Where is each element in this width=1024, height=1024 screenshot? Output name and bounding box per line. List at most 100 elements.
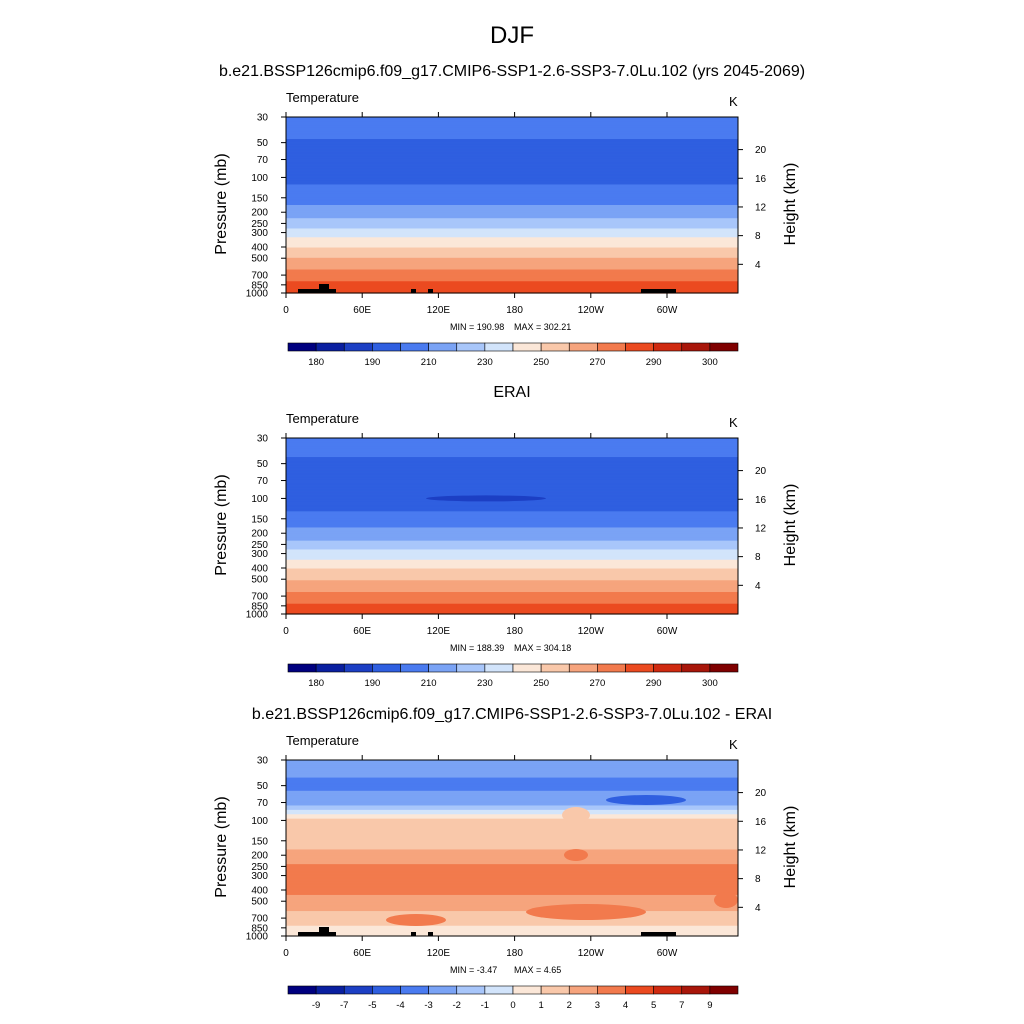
contour-band bbox=[286, 137, 738, 140]
contour-band bbox=[286, 458, 738, 461]
contour-band bbox=[286, 784, 738, 787]
variable-label: Temperature bbox=[286, 411, 359, 426]
contour-band bbox=[286, 480, 738, 483]
contour-band bbox=[286, 827, 738, 830]
colorbar-swatch bbox=[512, 985, 542, 995]
y-tick-label: 70 bbox=[257, 798, 269, 809]
contour-band bbox=[286, 461, 738, 464]
contour-band bbox=[286, 848, 738, 851]
contour-band bbox=[286, 254, 738, 257]
contour-band bbox=[286, 153, 738, 156]
colorbar-swatch bbox=[287, 985, 317, 995]
contour-band bbox=[286, 229, 738, 232]
contour-band bbox=[286, 799, 738, 802]
contour-band bbox=[286, 162, 738, 165]
contour-band bbox=[286, 171, 738, 174]
contour-band bbox=[286, 231, 738, 234]
x-tick-label: 120W bbox=[578, 305, 605, 316]
contour-band bbox=[286, 597, 738, 600]
colorbar-swatch bbox=[625, 663, 654, 673]
contour-band bbox=[286, 767, 738, 770]
contour-band bbox=[286, 884, 738, 887]
contour-band bbox=[286, 928, 738, 931]
plot-frame bbox=[285, 437, 739, 615]
contour-band bbox=[286, 119, 738, 122]
contour-band bbox=[286, 918, 738, 921]
contour-band bbox=[286, 580, 738, 583]
contour-band bbox=[286, 439, 738, 442]
contour-band bbox=[286, 531, 738, 534]
contour-band bbox=[286, 290, 738, 293]
y-tick-label: 30 bbox=[257, 756, 269, 767]
contour-band bbox=[286, 572, 738, 575]
contour-band bbox=[286, 761, 738, 764]
height-tick-label: 12 bbox=[755, 202, 767, 213]
contour-band bbox=[286, 272, 738, 275]
contour-band bbox=[286, 149, 738, 152]
contour-band bbox=[286, 883, 738, 886]
colorbar-swatch bbox=[315, 342, 345, 352]
colorbar-swatch bbox=[709, 342, 739, 352]
contour-band bbox=[286, 259, 738, 262]
contour-band bbox=[286, 284, 738, 287]
contour-band bbox=[286, 197, 738, 200]
contour-band bbox=[286, 465, 738, 468]
y-tick-label: 100 bbox=[251, 494, 268, 505]
contour-band bbox=[286, 253, 738, 256]
contour-band bbox=[286, 152, 738, 155]
contour-band bbox=[286, 521, 738, 524]
topography bbox=[641, 289, 676, 293]
contour-band bbox=[286, 562, 738, 565]
contour-band bbox=[286, 218, 738, 221]
contour-band bbox=[286, 136, 738, 139]
contour-band bbox=[286, 587, 738, 590]
y-tick-label: 700 bbox=[251, 914, 268, 925]
height-tick-label: 4 bbox=[755, 903, 761, 914]
contour-band bbox=[286, 776, 738, 779]
colorbar-label: 5 bbox=[651, 1000, 656, 1011]
contour-band bbox=[286, 506, 738, 509]
contour-band bbox=[286, 457, 738, 460]
colorbar-swatch bbox=[428, 342, 458, 352]
contour-band bbox=[286, 508, 738, 511]
height-tick-label: 16 bbox=[755, 174, 767, 185]
contour-band bbox=[286, 262, 738, 265]
contour-band bbox=[286, 537, 738, 540]
contour-band bbox=[286, 235, 738, 238]
x-tick-label: 0 bbox=[283, 305, 289, 316]
contour-band bbox=[286, 493, 738, 496]
contour-band bbox=[286, 804, 738, 807]
colorbar-swatch bbox=[343, 342, 373, 352]
contour-band bbox=[286, 777, 738, 780]
contour-band bbox=[286, 602, 738, 605]
contour-band bbox=[286, 163, 738, 166]
contour-band bbox=[286, 212, 738, 215]
contour-band bbox=[286, 805, 738, 808]
contour-band bbox=[286, 549, 738, 552]
contour-band bbox=[286, 180, 738, 183]
contour-band bbox=[286, 139, 738, 142]
contour-band bbox=[286, 445, 738, 448]
contour-band bbox=[286, 605, 738, 608]
y-tick-label: 500 bbox=[251, 254, 268, 265]
contour-band bbox=[286, 574, 738, 577]
contour-band bbox=[286, 809, 738, 812]
colorbar-label: 190 bbox=[364, 678, 380, 689]
contour-band bbox=[286, 147, 738, 150]
contour-band bbox=[286, 150, 738, 153]
contour-band bbox=[286, 492, 738, 495]
colorbar-swatch bbox=[568, 985, 598, 995]
colorbar-swatch bbox=[597, 985, 626, 995]
colorbar-label: 230 bbox=[477, 357, 493, 368]
colorbar-label: -1 bbox=[481, 1000, 489, 1011]
min-label: MIN = 188.39 bbox=[450, 643, 505, 653]
topography bbox=[298, 932, 336, 936]
y-tick-label: 300 bbox=[251, 549, 268, 560]
colorbar-swatch bbox=[343, 985, 373, 995]
colorbar-swatch bbox=[428, 985, 458, 995]
contour-band bbox=[286, 774, 738, 777]
contour-band bbox=[286, 273, 738, 276]
contour-band bbox=[286, 862, 738, 865]
contour-band bbox=[286, 878, 738, 881]
contour-band bbox=[286, 130, 738, 133]
